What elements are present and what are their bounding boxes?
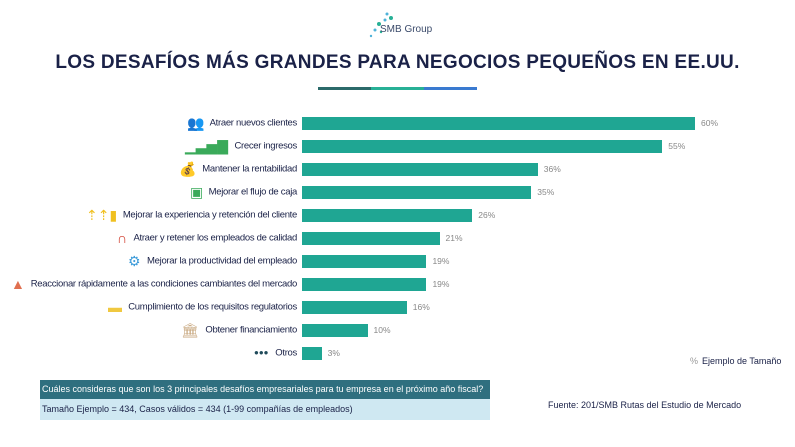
- value-label: 10%: [373, 325, 391, 335]
- value-label: 19%: [432, 256, 450, 266]
- category-label: Obtener financiamiento: [205, 324, 297, 336]
- sample-size: Tamaño Ejemplo = 434, Casos válidos = 43…: [40, 399, 490, 420]
- logo-text: SMB Group: [380, 24, 433, 35]
- bar: [302, 231, 440, 245]
- category-label: Otros: [275, 347, 297, 359]
- growth-chart-icon: ▁▃▅▇: [185, 138, 229, 154]
- category-label: Atraer nuevos clientes: [209, 117, 298, 129]
- value-label: 35%: [537, 187, 555, 197]
- value-label: 21%: [445, 233, 463, 243]
- category-label: Reaccionar rápidamente a las condiciones…: [30, 278, 298, 290]
- value-label: 16%: [412, 302, 430, 312]
- cash-icon: ▣: [190, 184, 204, 200]
- chat-person-icon: ▲: [11, 276, 25, 292]
- category-label: Crecer ingresos: [234, 140, 297, 152]
- category-label: Cumplimiento de los requisitos regulator…: [128, 301, 297, 313]
- customers-icon: ⇡⇡▮: [86, 207, 118, 223]
- value-label: 26%: [478, 210, 496, 220]
- bar: [302, 323, 368, 337]
- people-icon: 👥: [187, 115, 205, 131]
- bar: [302, 300, 407, 314]
- legend-symbol: %: [690, 356, 699, 366]
- category-label: Mejorar el flujo de caja: [208, 186, 298, 198]
- value-label: 55%: [668, 141, 686, 151]
- survey-question: Cuáles consideras que son los 3 principa…: [40, 380, 490, 399]
- magnet-icon: ∩: [117, 230, 128, 246]
- folder-icon: ▬: [108, 299, 122, 315]
- chart-title: LOS DESAFÍOS MÁS GRANDES PARA NEGOCIOS P…: [55, 52, 740, 73]
- bar: [302, 162, 538, 176]
- smb-logo-icon: [369, 12, 393, 38]
- value-label: 3%: [327, 348, 340, 358]
- bar: [302, 254, 427, 268]
- title-rule-1: [318, 87, 371, 90]
- money-bag-icon: 💰: [179, 161, 197, 177]
- bar: [302, 277, 427, 291]
- category-label: Atraer y retener los empleados de calida…: [133, 232, 297, 244]
- bank-icon: 🏛: [181, 322, 199, 338]
- bar: [302, 208, 473, 222]
- title-rule-2: [371, 87, 424, 90]
- bar: [302, 116, 695, 130]
- source: Fuente: 201/SMB Rutas del Estudio de Mer…: [548, 400, 742, 410]
- legend: % Ejemplo de Tamaño: [690, 356, 781, 366]
- value-label: 60%: [701, 118, 719, 128]
- legend-label: Ejemplo de Tamaño: [702, 356, 782, 366]
- gears-icon: ⚙: [128, 253, 141, 269]
- dots-icon: ●●●: [254, 348, 269, 357]
- category-label: Mejorar la experiencia y retención del c…: [122, 209, 297, 221]
- category-label: Mejorar la productividad del empleado: [147, 255, 297, 267]
- category-label: Mantener la rentabilidad: [202, 163, 297, 175]
- bar: [302, 139, 663, 153]
- bar: [302, 185, 532, 199]
- value-label: 36%: [543, 164, 561, 174]
- bar: [302, 346, 322, 360]
- title-rule-3: [424, 87, 477, 90]
- value-label: 19%: [432, 279, 450, 289]
